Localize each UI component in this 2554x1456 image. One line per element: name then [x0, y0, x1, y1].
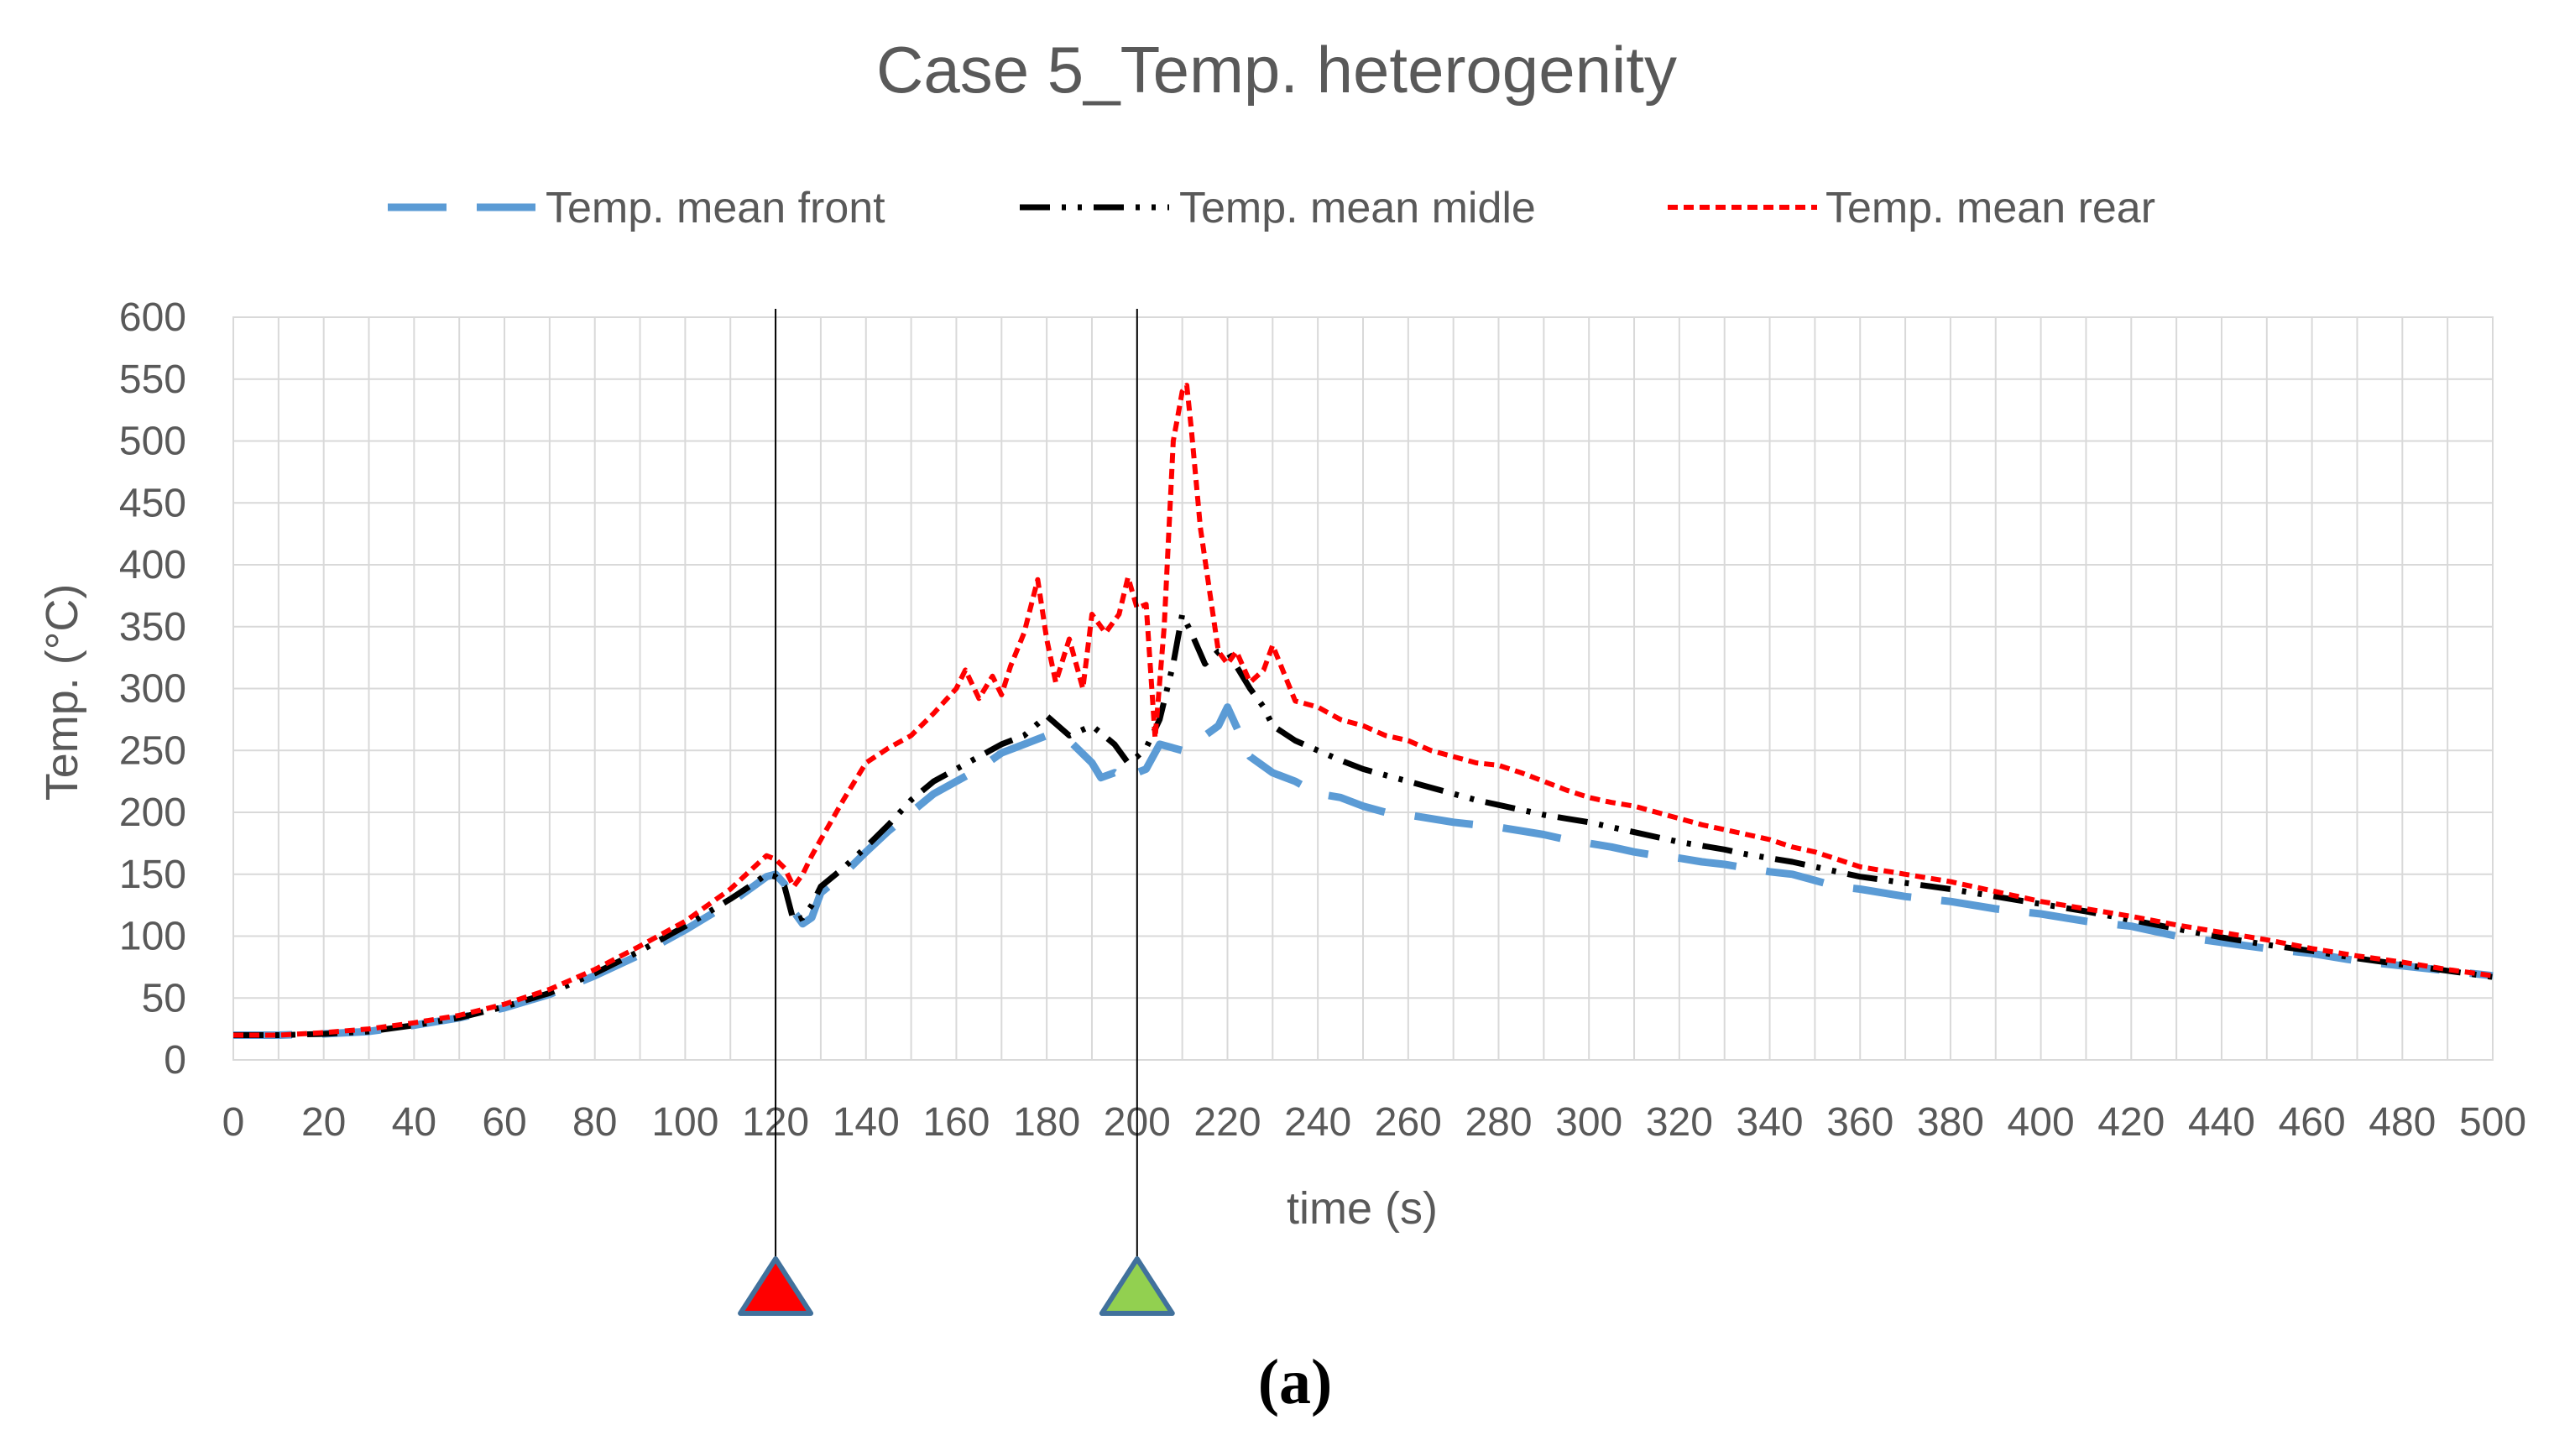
legend-label-midle: Temp. mean midle	[1179, 184, 1536, 232]
x-tick-label: 340	[1737, 1100, 1804, 1145]
red-triangle-marker	[738, 1256, 814, 1316]
legend: Temp. mean front Temp. mean midle Temp. …	[388, 184, 2155, 232]
x-tick-label: 360	[1826, 1100, 1893, 1145]
x-tick-label: 300	[1555, 1100, 1622, 1145]
x-tick-label: 0	[222, 1100, 245, 1145]
x-tick-label: 380	[1917, 1100, 1984, 1145]
y-tick-label: 400	[119, 543, 186, 587]
x-tick-label: 260	[1375, 1100, 1442, 1145]
x-tick-label: 100	[651, 1100, 718, 1145]
y-tick-label: 300	[119, 667, 186, 712]
x-tick-label: 460	[2279, 1100, 2346, 1145]
y-tick-label: 200	[119, 791, 186, 835]
y-axis-label: Temp. (°C)	[37, 584, 87, 801]
x-tick-label: 140	[833, 1100, 900, 1145]
series-line-rear	[233, 383, 2494, 1038]
series-line-midle	[233, 611, 2494, 1038]
x-tick-label: 440	[2188, 1100, 2255, 1145]
legend-item-front: Temp. mean front	[388, 184, 885, 232]
x-tick-label: 480	[2369, 1100, 2436, 1145]
chart-title: Case 5_Temp. heterogenity	[876, 33, 1677, 107]
legend-label-front: Temp. mean front	[546, 184, 885, 232]
y-tick-label: 550	[119, 357, 186, 402]
x-tick-label: 400	[2008, 1100, 2075, 1145]
x-tick-label: 280	[1465, 1100, 1532, 1145]
x-tick-label: 180	[1013, 1100, 1080, 1145]
legend-label-rear: Temp. mean rear	[1825, 184, 2155, 232]
y-tick-label: 450	[119, 481, 186, 525]
y-tick-label: 600	[119, 295, 186, 340]
y-tick-label: 50	[142, 976, 186, 1020]
y-tick-label: 350	[119, 605, 186, 650]
y-tick-label: 150	[119, 853, 186, 897]
figure-caption: (a)	[1258, 1347, 1333, 1417]
x-tick-label: 240	[1284, 1100, 1351, 1145]
x-tick-label: 40	[392, 1100, 436, 1145]
x-tick-label: 220	[1193, 1100, 1261, 1145]
x-tick-label: 500	[2459, 1100, 2526, 1145]
legend-item-rear: Temp. mean rear	[1668, 184, 2155, 232]
x-tick-label: 20	[301, 1100, 346, 1145]
legend-item-midle: Temp. mean midle	[1020, 184, 1536, 232]
x-tick-label: 60	[482, 1100, 526, 1145]
grid	[232, 316, 2494, 1061]
x-tick-label: 420	[2097, 1100, 2165, 1145]
x-tick-label: 320	[1646, 1100, 1713, 1145]
green-triangle-marker	[1099, 1256, 1175, 1316]
x-tick-label: 80	[572, 1100, 617, 1145]
x-axis-label: time (s)	[1287, 1183, 1438, 1234]
event-markers	[738, 309, 1175, 1316]
y-tick-label: 0	[164, 1038, 186, 1083]
x-tick-label: 160	[922, 1100, 990, 1145]
y-tick-label: 500	[119, 420, 186, 464]
y-tick-label: 100	[119, 915, 186, 959]
y-axis-ticks: 0 50 100 150 200 250 300 350 400 450 500 550 600	[119, 295, 186, 1083]
y-tick-label: 250	[119, 728, 186, 773]
x-axis-ticks: 0 20 40 60 80 100 120 140 160 180 200 220 240 260 280 3…	[222, 1100, 2526, 1145]
